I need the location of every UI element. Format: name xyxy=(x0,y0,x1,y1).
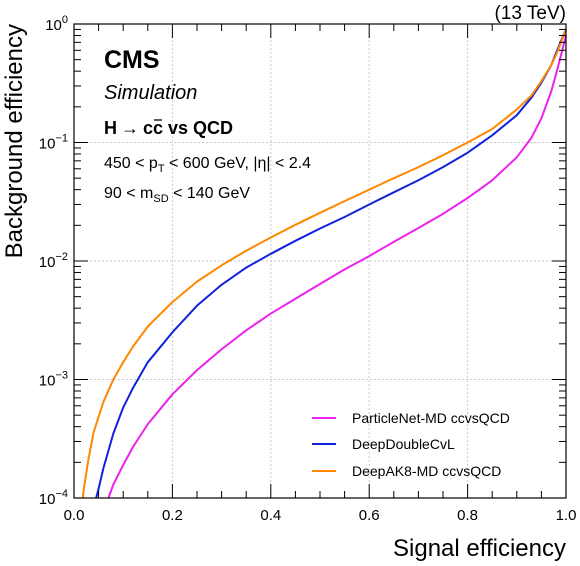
y-tick-labels: 10−4 10−3 10−2 10−1 100 xyxy=(39,14,68,508)
y-axis-title: Background efficiency xyxy=(1,24,28,258)
x-tick-label: 0.6 xyxy=(359,507,380,524)
ticks xyxy=(73,23,567,499)
curve-deepak8-md-ccvsqcd xyxy=(81,29,567,499)
curve-deepdoublecvl xyxy=(95,29,567,499)
x-tick-label: 0.8 xyxy=(457,507,478,524)
legend-label: ParticleNet-MD ccvsQCD xyxy=(352,410,510,426)
legend-label: DeepAK8-MD ccvsQCD xyxy=(352,463,501,479)
x-tick-label: 0.4 xyxy=(260,507,281,524)
legend-label: DeepDoubleCvL xyxy=(352,436,455,452)
x-tick-label: 0.0 xyxy=(64,507,85,524)
y-tick-label: 100 xyxy=(45,14,68,34)
cms-label: CMS xyxy=(104,46,160,74)
energy-label: (13 TeV) xyxy=(495,3,566,24)
x-tick-label: 0.2 xyxy=(162,507,183,524)
process-label: H → cc vs QCD xyxy=(104,118,233,138)
y-tick-label: 10−3 xyxy=(39,370,68,390)
grid xyxy=(74,24,566,498)
y-tick-label: 10−4 xyxy=(39,488,68,508)
simulation-label: Simulation xyxy=(104,82,197,104)
msd-cut: 90 < mSD < 140 GeV xyxy=(104,185,250,205)
pt-eta-cut: 450 < pT < 600 GeV, |η| < 2.4 xyxy=(104,155,311,175)
x-tick-labels: 0.0 0.2 0.4 0.6 0.8 1.0 xyxy=(64,507,577,524)
curve-particlenet-md-ccvsqcd xyxy=(107,35,567,499)
y-tick-label: 10−2 xyxy=(39,251,68,271)
legend: ParticleNet-MD ccvsQCD DeepDoubleCvL DeepA… xyxy=(312,410,510,479)
curves xyxy=(81,29,567,499)
y-tick-label: 10−1 xyxy=(39,133,68,153)
x-tick-label: 1.0 xyxy=(556,507,577,524)
x-axis-title: Signal efficiency xyxy=(393,535,566,562)
